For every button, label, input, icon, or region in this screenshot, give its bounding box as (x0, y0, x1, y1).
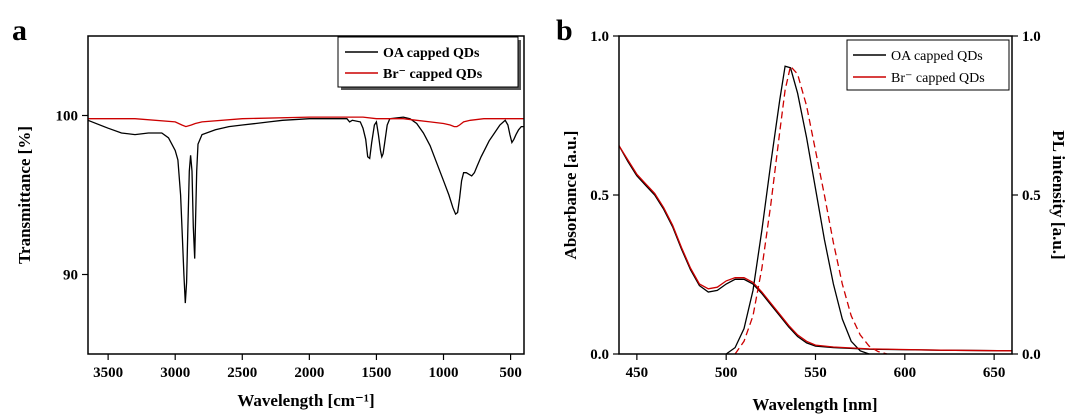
panel-a-x-tick-label-2: 2500 (227, 365, 257, 381)
panel-a-y-tick-label-1: 100 (56, 109, 79, 125)
panel-b-x-tick-label-3: 600 (894, 365, 917, 381)
panel-a-legend: OA capped QDs Br⁻ capped QDs (337, 36, 521, 90)
panel-a-y-tick-label-0: 90 (63, 268, 78, 284)
panel-b-x-tick-label-1: 500 (715, 365, 738, 381)
panel-a-series-1-line (88, 116, 524, 128)
panel-b-letter: b (556, 14, 573, 47)
panel-b-y2-tick-label-1: 0.5 (1022, 188, 1041, 204)
panel-b-legend-label-oa: OA capped QDs (891, 49, 983, 64)
panel-b-y2-ticks: 0.0 0.5 1.0 (1012, 29, 1041, 363)
panel-a-x-tick-label-4: 1500 (361, 365, 391, 381)
panel-a-legend-box (337, 36, 519, 88)
panel-b-y2-tick-label-0: 0.0 (1022, 347, 1041, 363)
panel-a-plot-frame (87, 35, 525, 355)
panel-a-y-ticks: 90 100 (56, 109, 88, 284)
panel-a-y-axis-label: Transmittance [%] (15, 126, 34, 264)
panel-b-legend: OA capped QDs Br⁻ capped QDs (846, 39, 1010, 91)
panel-b-series (618, 64, 1013, 355)
panel-a-x-axis-label: Wavelength [cm⁻¹] (237, 391, 374, 410)
panel-b-series-1-line (725, 65, 870, 355)
panel-b-x-ticks: 450 500 550 600 650 (626, 354, 1006, 381)
panel-b-legend-box (846, 39, 1010, 91)
panel-b-y-tick-label-0: 0.0 (590, 347, 609, 363)
panel-b-y-tick-label-1: 0.5 (590, 188, 609, 204)
panel-a-x-tick-label-6: 500 (499, 365, 522, 381)
panel-a-x-ticks: 3500 3000 2500 2000 1500 1000 500 (93, 354, 522, 381)
panel-b-x-tick-label-0: 450 (626, 365, 649, 381)
panel-b-y2-tick-label-2: 1.0 (1022, 29, 1041, 45)
panel-a-legend-label-oa: OA capped QDs (383, 46, 480, 61)
panel-b-y-axis-label: Absorbance [a.u.] (561, 131, 580, 260)
panel-b-series-0-line (618, 145, 1013, 352)
panel-b-y2-axis-label: PL intensity [a.u.] (1049, 130, 1067, 259)
panel-b-x-axis-label: Wavelength [nm] (752, 395, 877, 414)
panel-a: a 3500 3000 2500 2000 1500 1000 500 90 100 Wave… (12, 14, 525, 410)
panel-a-x-tick-label-3: 2000 (294, 365, 324, 381)
panel-a-x-tick-label-1: 3000 (160, 365, 190, 381)
panel-a-letter: a (12, 14, 27, 47)
panel-b-x-tick-label-4: 650 (983, 365, 1006, 381)
panel-a-x-tick-label-5: 1000 (429, 365, 459, 381)
panel-b-series-2-line (618, 145, 1013, 352)
panel-a-series-0-line (87, 116, 524, 304)
panel-b-x-tick-label-2: 550 (804, 365, 827, 381)
panel-a-x-tick-label-0: 3500 (93, 365, 123, 381)
panel-a-series (87, 116, 524, 304)
panel-b: b 450 500 550 600 650 0.0 0.5 1.0 0.0 0.5 1.0 Wa… (556, 14, 1067, 414)
panel-b-y-tick-label-2: 1.0 (590, 29, 609, 45)
panel-b-series-3-line (734, 64, 888, 355)
panel-a-legend-label-br: Br⁻ capped QDs (383, 67, 483, 82)
panel-b-y-ticks: 0.0 0.5 1.0 (590, 29, 619, 363)
panel-b-legend-label-br: Br⁻ capped QDs (891, 71, 985, 86)
